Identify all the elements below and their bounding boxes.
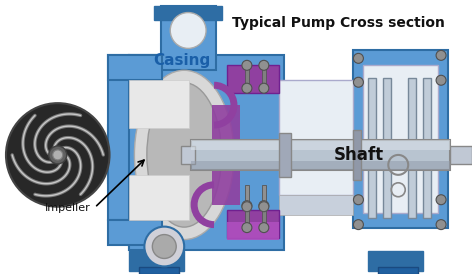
Bar — [450, 146, 472, 164]
Bar — [227, 222, 279, 240]
Text: Casing: Casing — [154, 53, 211, 68]
Circle shape — [242, 223, 252, 233]
Bar — [139, 267, 179, 274]
Ellipse shape — [135, 70, 234, 240]
Bar — [212, 105, 240, 205]
Circle shape — [242, 83, 252, 93]
Bar — [129, 55, 284, 249]
Circle shape — [170, 13, 206, 48]
Circle shape — [354, 220, 364, 230]
Circle shape — [436, 195, 446, 205]
Circle shape — [259, 201, 269, 211]
Circle shape — [6, 103, 109, 207]
Bar — [227, 210, 279, 238]
Circle shape — [436, 220, 446, 230]
Bar — [191, 140, 450, 150]
Ellipse shape — [147, 83, 221, 227]
Bar — [191, 140, 450, 170]
Circle shape — [354, 77, 364, 87]
Bar — [364, 65, 438, 213]
Circle shape — [436, 50, 446, 60]
Bar — [279, 80, 354, 195]
Bar — [129, 55, 159, 249]
Bar — [227, 65, 279, 93]
Circle shape — [259, 83, 269, 93]
Bar — [354, 130, 361, 180]
Bar — [262, 207, 266, 227]
Bar — [155, 6, 222, 20]
Text: Shaft: Shaft — [333, 146, 383, 164]
Bar — [108, 125, 139, 183]
Bar — [191, 161, 450, 170]
Circle shape — [354, 195, 364, 205]
Bar — [108, 55, 129, 220]
Bar — [181, 146, 195, 164]
Bar — [262, 185, 266, 207]
Bar — [262, 67, 266, 87]
Circle shape — [145, 227, 184, 266]
Circle shape — [49, 146, 67, 164]
Bar — [129, 80, 189, 128]
Circle shape — [242, 201, 252, 211]
Circle shape — [152, 235, 176, 258]
Bar — [279, 133, 291, 177]
Text: Typical Pump Cross section: Typical Pump Cross section — [232, 15, 445, 29]
Bar — [108, 220, 162, 244]
Circle shape — [259, 223, 269, 233]
Bar — [383, 78, 391, 218]
Bar — [108, 55, 162, 80]
Circle shape — [259, 202, 269, 212]
Circle shape — [242, 202, 252, 212]
Circle shape — [53, 150, 63, 160]
Bar — [245, 207, 249, 227]
Bar — [245, 67, 249, 87]
Bar — [354, 50, 448, 228]
Bar — [368, 252, 423, 271]
Text: Impeller: Impeller — [45, 203, 91, 213]
Circle shape — [354, 53, 364, 63]
Bar — [423, 78, 431, 218]
Bar — [161, 6, 216, 70]
Bar — [129, 175, 189, 220]
Circle shape — [259, 60, 269, 70]
Bar — [279, 195, 354, 215]
Bar — [129, 252, 184, 271]
Bar — [368, 78, 376, 218]
Circle shape — [242, 60, 252, 70]
Bar — [408, 78, 416, 218]
Bar — [245, 185, 249, 207]
Bar — [378, 267, 418, 274]
Circle shape — [436, 75, 446, 85]
